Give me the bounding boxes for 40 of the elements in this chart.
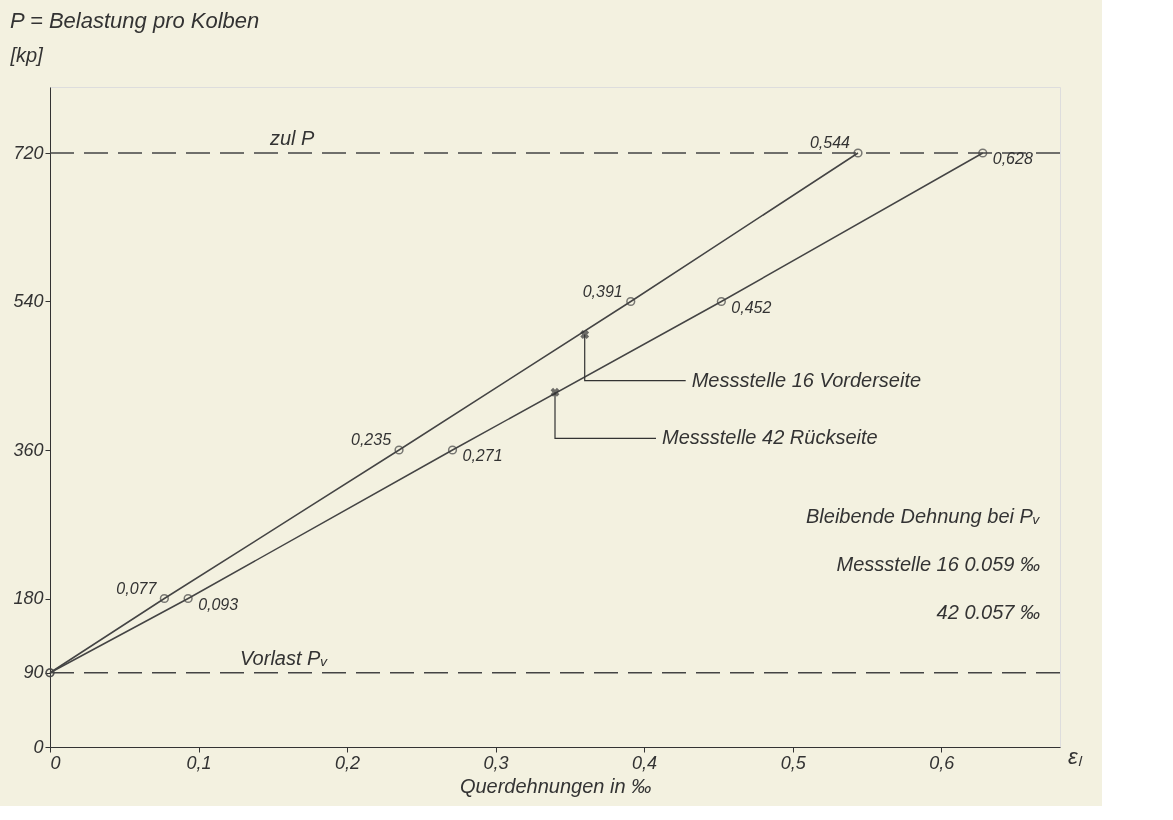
y-tick-label: 0 — [33, 736, 44, 757]
annotation: 0,235 — [351, 431, 392, 448]
point — [716, 296, 726, 307]
annotation: 0,077 — [116, 579, 158, 597]
point — [626, 296, 636, 307]
annotation: 0,628 — [992, 150, 1033, 167]
annotation: 42 0.057 ‰ — [936, 601, 1040, 623]
x-tick-label: 0,5 — [780, 752, 807, 773]
y-tick-label: 360 — [13, 439, 44, 460]
text: εₗ — [1068, 744, 1083, 769]
ref-line-label: zul P — [269, 127, 316, 149]
y-tick-label: 540 — [13, 291, 44, 311]
annotation: 0,093 — [198, 595, 239, 613]
annotation: 0,544 — [809, 134, 851, 151]
ref-line-label: Vorlast Pᵥ — [240, 646, 329, 669]
point — [183, 593, 193, 604]
x-tick-label: 0 — [50, 752, 61, 773]
point — [394, 445, 404, 455]
x-tick-label: 0,1 — [186, 752, 212, 773]
point — [447, 445, 458, 455]
annotation: 0,452 — [731, 298, 772, 316]
point — [853, 148, 863, 158]
y-tick-label: 180 — [13, 588, 44, 608]
annotation: Bleibende Dehnung bei Pᵥ — [806, 505, 1041, 527]
x-tick-label: 0,6 — [929, 752, 956, 773]
y-tick-label: 90 — [23, 662, 44, 683]
x-axis-title: Querdehnungen in ‰ — [459, 774, 652, 797]
annotation: 0,271 — [462, 447, 503, 464]
x-tick-label: 0,4 — [632, 752, 658, 773]
annotation: 0,391 — [582, 282, 623, 300]
chart-title: P = Belastung pro Kolben — [10, 8, 260, 33]
point — [159, 593, 169, 604]
annotation: Messstelle 16 Vorderseite — [691, 368, 922, 391]
y-axis-title: [kp] — [9, 43, 44, 66]
point — [978, 148, 988, 158]
y-tick-label: 720 — [13, 142, 44, 163]
annotation: Messstelle 16 0.059 ‰ — [836, 553, 1040, 575]
x-tick-label: 0,2 — [335, 752, 361, 773]
x-tick-label: 0,3 — [483, 752, 509, 773]
annotation: Messstelle 42 Rückseite — [662, 426, 878, 449]
